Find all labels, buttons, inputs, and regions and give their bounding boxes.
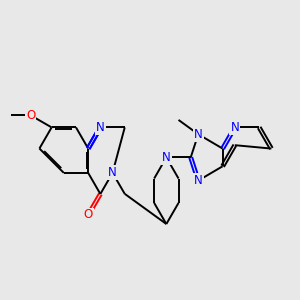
Text: O: O <box>84 208 93 221</box>
Text: N: N <box>194 174 203 187</box>
Text: O: O <box>26 109 35 122</box>
Text: N: N <box>162 151 171 164</box>
Text: N: N <box>108 167 117 179</box>
Text: N: N <box>230 121 239 134</box>
Text: N: N <box>194 128 203 141</box>
Text: N: N <box>96 121 105 134</box>
